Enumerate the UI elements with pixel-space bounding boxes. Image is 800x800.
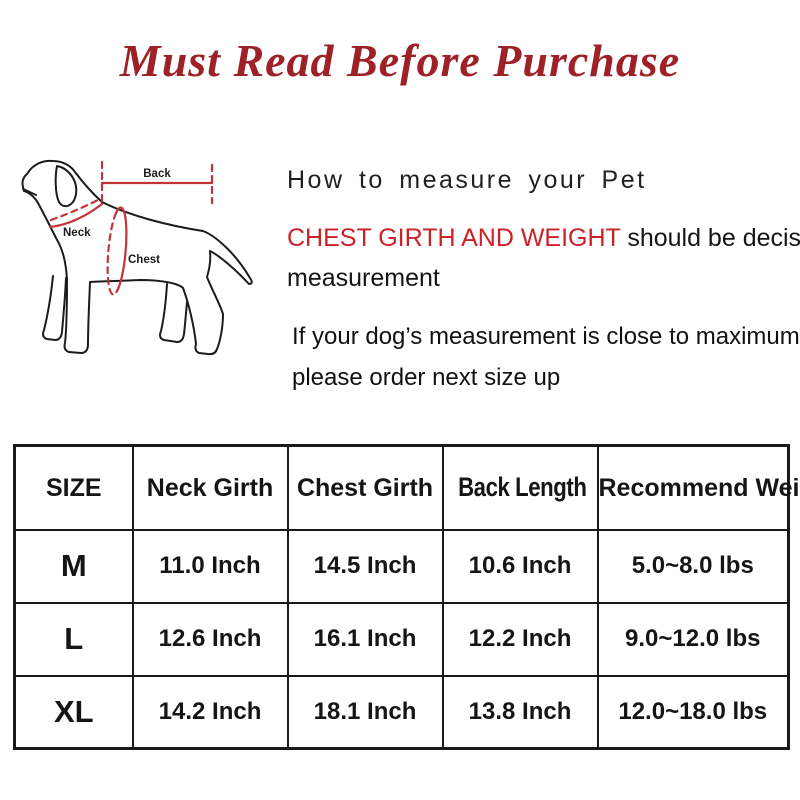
neck-measure-dashed: [49, 197, 102, 222]
dog-mouth-line: [22, 188, 37, 196]
cell-l-weight: 9.0~12.0 lbs: [596, 601, 790, 677]
chest-label: Chest: [128, 254, 160, 266]
cell-l-chest: 16.1 Inch: [286, 601, 444, 677]
cell-m-chest: 14.5 Inch: [286, 528, 444, 604]
measurement-marks: [48, 160, 214, 296]
size-table-header-row: SIZE Neck Girth Chest Girth Back Length …: [13, 444, 800, 531]
chest-measure-dashed: [106, 211, 120, 296]
header-back-length-text: Back Length: [457, 472, 587, 503]
howto-heading: How to measure your Pet: [287, 166, 647, 194]
header-recommend-weight: Recommend Weight: [596, 444, 800, 531]
back-label: Back: [143, 168, 171, 180]
size-up-note-line1: If your dog’s measurement is close to ma…: [292, 323, 800, 350]
neck-measure-line: [48, 202, 104, 229]
cell-m-neck: 11.0 Inch: [131, 528, 289, 604]
dog-far-hind-leg: [159, 283, 189, 343]
decisive-measurement-line: CHEST GIRTH AND WEIGHT should be decisiv…: [287, 224, 800, 253]
header-size: SIZE: [13, 444, 134, 531]
header-chest-girth: Chest Girth: [286, 444, 444, 531]
table-row-l: L 12.6 Inch 16.1 Inch 12.2 Inch 9.0~12.0…: [13, 601, 790, 677]
cell-xl-back: 13.8 Inch: [441, 674, 599, 750]
header-neck-girth: Neck Girth: [131, 444, 289, 531]
cell-l-neck: 12.6 Inch: [131, 601, 289, 677]
cell-m-weight: 5.0~8.0 lbs: [596, 528, 790, 604]
chest-measure-solid: [114, 206, 128, 291]
decisive-measurement-line2: measurement: [287, 264, 440, 292]
cell-m-back: 10.6 Inch: [441, 528, 599, 604]
decisive-rest: should be decisive: [627, 224, 800, 252]
dog-far-front-leg: [42, 275, 67, 341]
neck-label: Neck: [63, 227, 91, 239]
chest-girth-weight-highlight: CHEST GIRTH AND WEIGHT: [287, 224, 621, 252]
cell-xl-neck: 14.2 Inch: [131, 674, 289, 750]
page-title: Must Read Before Purchase: [119, 35, 681, 86]
size-table: SIZE Neck Girth Chest Girth Back Length …: [13, 444, 800, 750]
cell-size-m: M: [13, 528, 134, 604]
table-row-xl: XL 14.2 Inch 18.1 Inch 13.8 Inch 12.0~18…: [13, 674, 790, 750]
dog-measurement-diagram: Back Neck Chest: [21, 159, 253, 356]
size-up-note-line2: please order next size up: [292, 364, 561, 391]
cell-size-l: L: [13, 601, 134, 677]
table-row-m: M 11.0 Inch 14.5 Inch 10.6 Inch 5.0~8.0 …: [13, 528, 790, 604]
diagram-labels: Back Neck Chest: [63, 168, 171, 266]
header-back-length: Back Length: [441, 444, 599, 531]
cell-size-xl: XL: [13, 674, 134, 750]
cell-xl-chest: 18.1 Inch: [286, 674, 444, 750]
cell-l-back: 12.2 Inch: [441, 601, 599, 677]
cell-xl-weight: 12.0~18.0 lbs: [596, 674, 790, 750]
dog-ear: [54, 165, 78, 208]
